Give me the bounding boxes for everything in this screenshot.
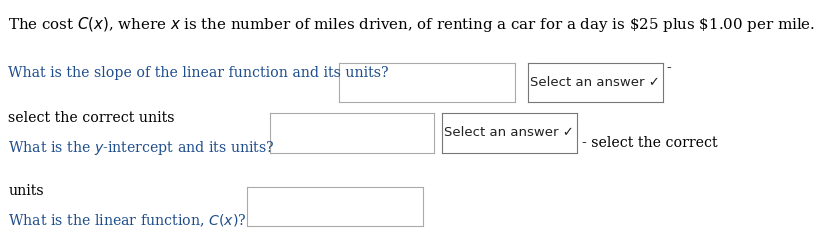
Text: What is the $y$-intercept and its units?: What is the $y$-intercept and its units? bbox=[8, 139, 275, 157]
Text: select the correct units: select the correct units bbox=[8, 111, 175, 125]
Text: What is the linear function, $C(x)$?: What is the linear function, $C(x)$? bbox=[8, 212, 247, 229]
Text: What is the slope of the linear function and its units?: What is the slope of the linear function… bbox=[8, 66, 389, 80]
Text: units: units bbox=[8, 184, 44, 198]
Text: -: - bbox=[667, 61, 672, 75]
Text: Select an answer ✓: Select an answer ✓ bbox=[444, 126, 574, 140]
Text: The cost $C(x)$, where $x$ is the number of miles driven, of renting a car for a: The cost $C(x)$, where $x$ is the number… bbox=[8, 15, 816, 34]
Text: Select an answer ✓: Select an answer ✓ bbox=[530, 76, 660, 90]
Text: - select the correct: - select the correct bbox=[582, 136, 718, 150]
